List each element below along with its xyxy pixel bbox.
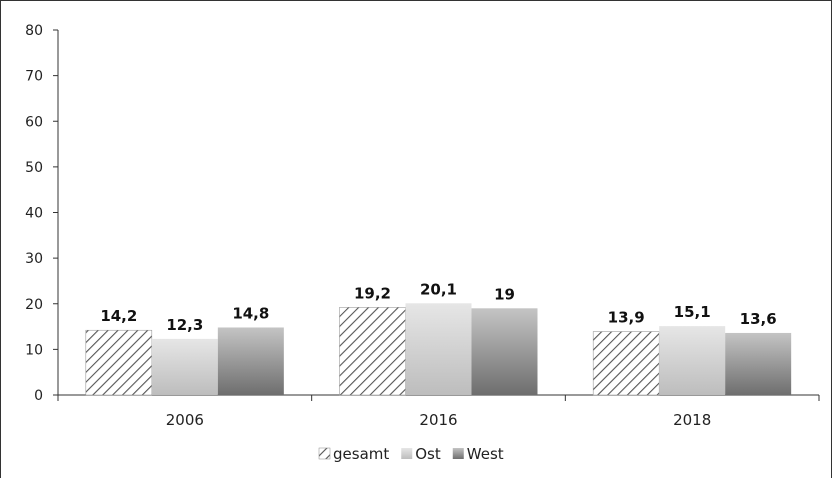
legend-swatch-west xyxy=(452,448,464,459)
bar-west-2016 xyxy=(471,308,538,395)
bar-gesamt-2018 xyxy=(592,331,660,396)
y-tick-label: 70 xyxy=(25,69,43,85)
x-category-label: 2016 xyxy=(419,411,457,429)
data-label-ost-2018: 15,1 xyxy=(674,303,711,321)
legend-label-gesamt: gesamt xyxy=(333,445,389,463)
bar-ost-2006 xyxy=(151,338,218,395)
y-tick-label: 20 xyxy=(25,297,43,313)
y-tick-label: 60 xyxy=(25,114,43,130)
data-label-ost-2016: 20,1 xyxy=(420,280,457,298)
y-tick-label: 50 xyxy=(25,160,43,176)
legend-label-west: West xyxy=(467,445,504,463)
y-tick-label: 10 xyxy=(25,342,43,358)
y-tick-label: 30 xyxy=(25,251,43,267)
legend-swatch-gesamt xyxy=(318,447,331,460)
data-label-west-2016: 19 xyxy=(494,285,515,303)
y-tick-label: 40 xyxy=(25,206,43,222)
bar-west-2006 xyxy=(217,327,284,395)
data-label-west-2006: 14,8 xyxy=(232,304,269,322)
legend: gesamt Ost West xyxy=(318,445,504,463)
bar-gesamt-2006 xyxy=(85,329,153,396)
data-label-west-2018: 13,6 xyxy=(740,310,777,328)
bar-ost-2018 xyxy=(659,326,726,395)
bar-gesamt-2016 xyxy=(339,307,406,396)
legend-label-ost: Ost xyxy=(415,445,441,463)
y-tick-label: 0 xyxy=(34,388,43,404)
x-category-label: 2018 xyxy=(673,411,711,429)
data-label-ost-2006: 12,3 xyxy=(166,316,203,334)
data-label-gesamt-2016: 19,2 xyxy=(354,284,391,302)
data-label-gesamt-2006: 14,2 xyxy=(100,307,137,325)
legend-swatch-ost xyxy=(401,448,413,459)
y-tick-label: 80 xyxy=(25,23,43,39)
bar-ost-2016 xyxy=(405,303,472,395)
bars xyxy=(85,303,792,396)
data-label-gesamt-2018: 13,9 xyxy=(608,309,645,327)
x-category-label: 2006 xyxy=(166,411,204,429)
bar-west-2018 xyxy=(725,332,792,395)
axes: 0 10 20 30 40 50 60 70 80 2006 2016 2018 xyxy=(25,23,820,429)
data-labels: 14,2 12,3 14,8 19,2 20,1 19 13,9 15,1 13,6 xyxy=(100,280,776,334)
